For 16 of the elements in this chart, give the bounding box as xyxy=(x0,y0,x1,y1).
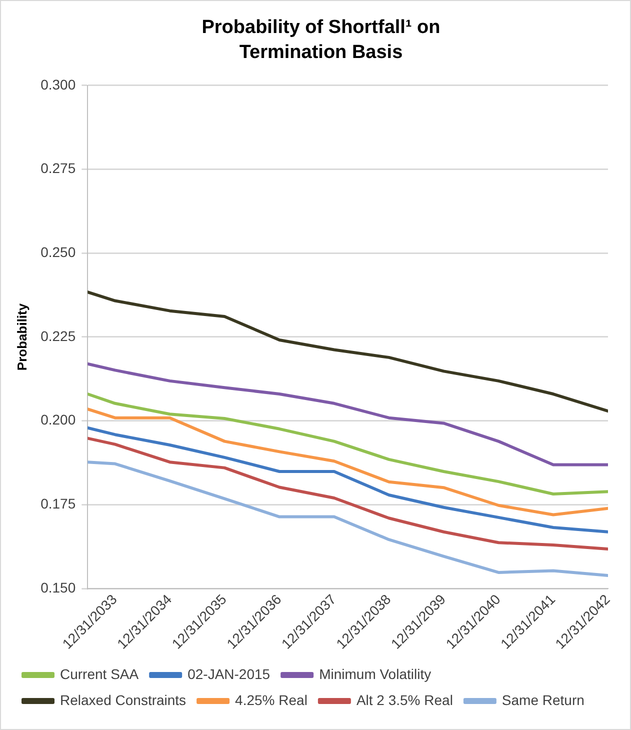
legend-label: Minimum Volatility xyxy=(319,666,432,682)
legend-label: 4.25% Real xyxy=(235,692,308,708)
legend-label: 02-JAN-2015 xyxy=(188,666,270,682)
y-tick-label: 0.250 xyxy=(40,244,76,260)
y-tick-label: 0.275 xyxy=(40,160,76,176)
y-tick-label: 0.300 xyxy=(40,76,76,92)
y-tick-label: 0.150 xyxy=(40,579,76,596)
y-tick-label: 0.200 xyxy=(40,412,76,428)
y-axis-title: Probability xyxy=(14,302,30,371)
y-tick-label: 0.225 xyxy=(40,328,76,344)
y-tick-label: 0.175 xyxy=(40,496,76,512)
legend-label: Alt 2 3.5% Real xyxy=(356,692,453,708)
legend-label: Relaxed Constraints xyxy=(60,692,186,708)
legend-label: Current SAA xyxy=(60,666,140,682)
legend-label: Same Return xyxy=(502,692,584,708)
chart-title: Probability of Shortfall¹ on Termination Basis xyxy=(200,16,442,65)
